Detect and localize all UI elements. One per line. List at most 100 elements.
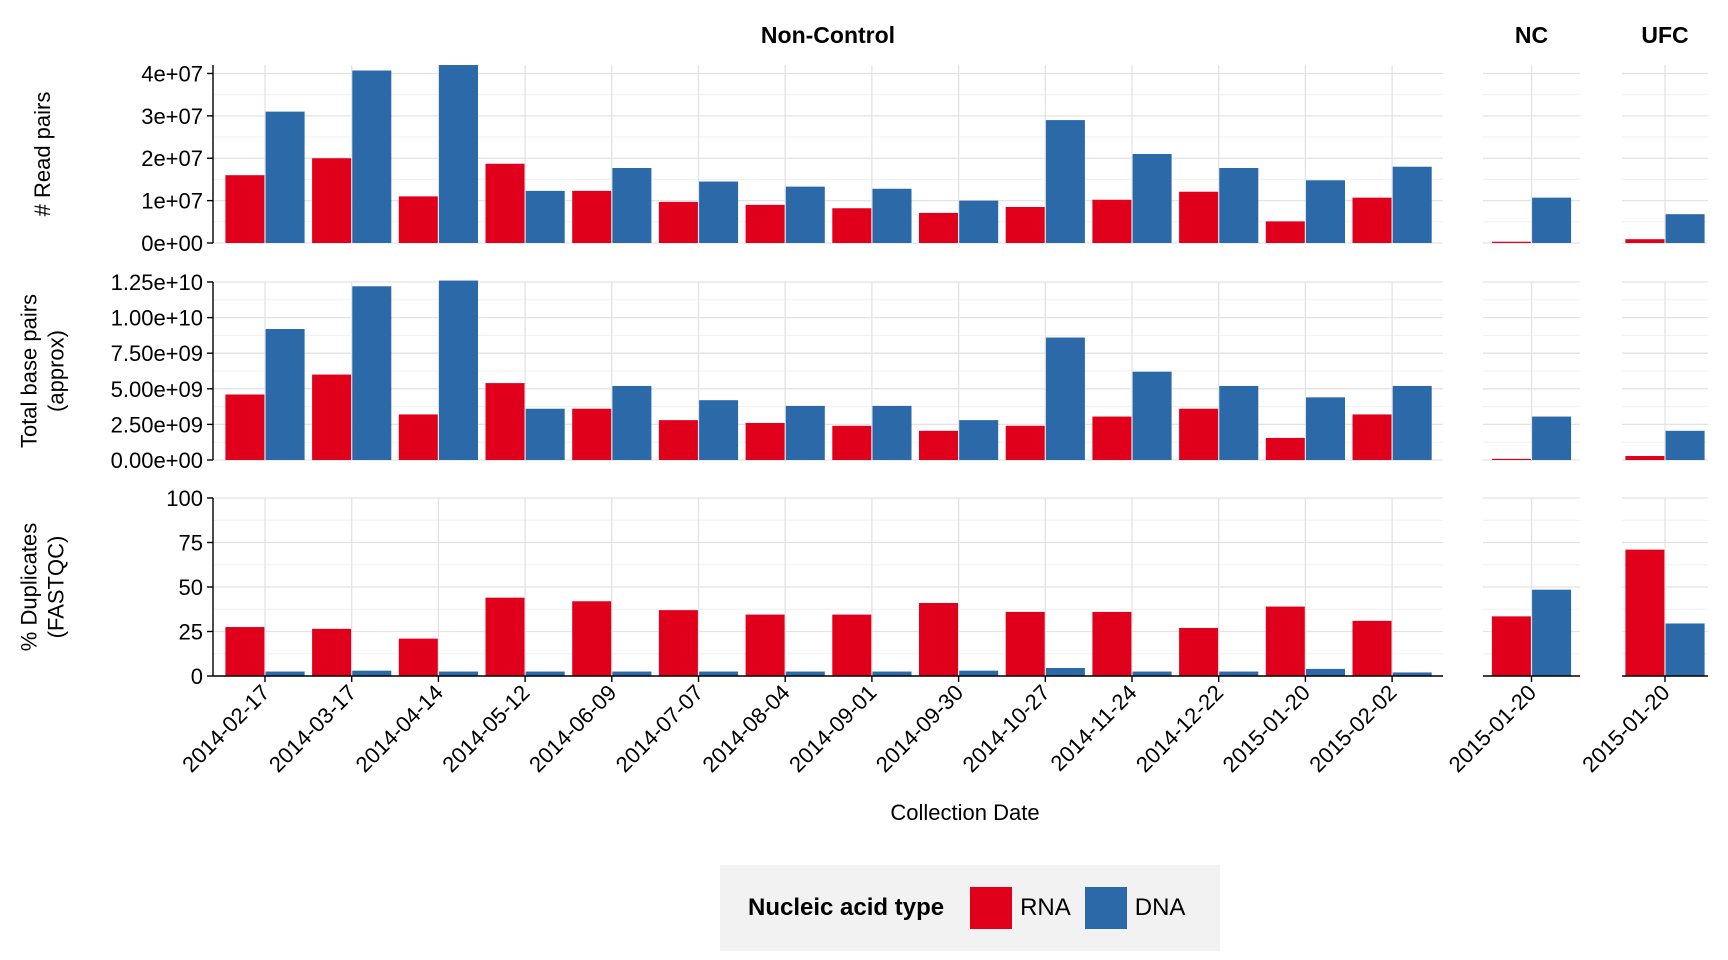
bar-dna-non-control-2014-04-14 — [439, 65, 478, 243]
bar-dna-non-control-2014-02-17 — [265, 671, 305, 676]
bar-dna-non-control-2014-02-17 — [265, 328, 305, 460]
bar-rna-nc-2015-01-20 — [1491, 458, 1531, 460]
bar-dna-ufc-2015-01-20 — [1665, 430, 1705, 460]
bar-dna-nc-2015-01-20 — [1532, 589, 1572, 676]
legend-label-dna: DNA — [1134, 894, 1186, 921]
y-tick-label: 1.25e+10 — [111, 270, 203, 295]
bar-rna-non-control-2014-07-07 — [658, 420, 698, 460]
legend-label-rna: RNA — [1020, 894, 1071, 921]
x-tick-label: 2014-11-24 — [1045, 680, 1141, 776]
bar-rna-non-control-2014-06-09 — [572, 601, 612, 676]
bar-rna-non-control-2014-10-27 — [1005, 425, 1045, 460]
bar-rna-non-control-2014-02-17 — [225, 394, 265, 460]
facet-title-0: Non-Control — [761, 22, 895, 48]
bar-dna-non-control-2014-09-30 — [959, 420, 999, 460]
y-axis-title: Total base pairs — [17, 294, 42, 448]
bar-dna-ufc-2015-01-20 — [1665, 214, 1705, 243]
y-tick-label: 25 — [179, 620, 203, 645]
facet-title-1: NC — [1515, 22, 1548, 48]
panel-r1-ufc — [1622, 281, 1708, 461]
bar-dna-non-control-2014-05-12 — [525, 671, 565, 676]
panel-r0-ufc — [1622, 65, 1708, 244]
bar-dna-non-control-2014-06-09 — [612, 167, 652, 243]
bar-dna-non-control-2014-12-22 — [1219, 167, 1259, 243]
y-tick-label: 50 — [179, 575, 203, 600]
bar-rna-non-control-2014-03-17 — [312, 158, 352, 243]
panel-r2-ufc — [1622, 497, 1708, 677]
bar-rna-non-control-2014-12-22 — [1179, 408, 1219, 460]
y-tick-label: 0.00e+00 — [111, 448, 203, 473]
x-tick-label: 2015-01-20 — [1577, 680, 1674, 777]
bar-dna-nc-2015-01-20 — [1532, 197, 1572, 243]
panel-r1-non-control — [213, 280, 1443, 461]
x-tick-label: 2014-04-14 — [351, 680, 448, 777]
x-tick-label: 2014-07-07 — [611, 680, 708, 777]
bar-dna-non-control-2014-06-09 — [612, 385, 652, 460]
y-axes: 0e+00 1e+07 2e+07 3e+07 4e+07 # Read pairs 0.0… — [17, 61, 214, 689]
bar-dna-non-control-2014-09-01 — [872, 405, 912, 460]
bar-rna-non-control-2014-07-07 — [658, 201, 698, 243]
bar-dna-non-control-2014-08-04 — [785, 186, 825, 243]
bar-dna-non-control-2014-09-30 — [959, 200, 999, 243]
bar-dna-non-control-2014-12-22 — [1219, 385, 1259, 460]
x-tick-label: 2014-12-22 — [1131, 680, 1228, 777]
panel-r2-nc — [1483, 497, 1580, 677]
bar-dna-non-control-2014-08-04 — [785, 405, 825, 460]
bar-dna-nc-2015-01-20 — [1532, 416, 1572, 460]
x-tick-label: 2014-03-17 — [264, 680, 361, 777]
bar-rna-non-control-2015-02-02 — [1352, 197, 1392, 243]
bar-rna-non-control-2014-09-01 — [832, 614, 872, 676]
bar-dna-non-control-2015-01-20 — [1306, 397, 1345, 460]
bar-rna-non-control-2015-01-20 — [1265, 221, 1305, 243]
bar-dna-non-control-2014-03-17 — [352, 670, 392, 676]
legend: Nucleic acid type RNA DNA — [720, 865, 1220, 951]
y-tick-label: 75 — [179, 531, 203, 556]
y-tick-label: 2.50e+09 — [111, 412, 203, 437]
y-tick-label: 5.00e+09 — [111, 377, 203, 402]
bar-rna-non-control-2015-02-02 — [1352, 414, 1392, 460]
bar-rna-non-control-2014-04-14 — [398, 196, 438, 243]
bar-rna-ufc-2015-01-20 — [1625, 456, 1665, 460]
y-axis-title: # Read pairs — [30, 92, 55, 217]
y-axis-title: (approx) — [44, 330, 69, 412]
x-tick-label: 2014-09-01 — [784, 680, 881, 777]
x-tick-label: 2014-09-30 — [871, 680, 968, 777]
panel-r1-nc — [1483, 281, 1580, 461]
bar-dna-non-control-2014-11-24 — [1132, 671, 1172, 676]
bar-dna-non-control-2014-10-27 — [1045, 337, 1085, 460]
bar-dna-non-control-2014-09-01 — [872, 188, 912, 243]
bar-dna-non-control-2014-07-07 — [699, 400, 739, 460]
bar-rna-non-control-2014-04-14 — [398, 414, 438, 460]
bar-rna-non-control-2014-05-12 — [485, 597, 525, 676]
y-tick-label: 1.00e+10 — [111, 306, 203, 331]
bar-rna-non-control-2014-12-22 — [1179, 627, 1219, 676]
y-tick-label: 7.50e+09 — [111, 341, 203, 366]
bar-rna-non-control-2014-02-17 — [225, 627, 265, 676]
bar-rna-non-control-2014-03-17 — [312, 374, 352, 460]
bar-rna-non-control-2014-05-12 — [485, 163, 525, 243]
bar-dna-non-control-2015-01-20 — [1306, 668, 1345, 676]
bar-rna-non-control-2015-01-20 — [1265, 606, 1305, 676]
bar-rna-non-control-2014-08-04 — [745, 614, 785, 676]
legend-swatch-dna — [1084, 887, 1127, 929]
bar-dna-non-control-2015-02-02 — [1392, 166, 1432, 243]
bar-dna-non-control-2014-04-14 — [439, 280, 478, 460]
bar-rna-non-control-2014-02-17 — [225, 175, 265, 243]
y-tick-label: 3e+07 — [141, 104, 203, 129]
bar-rna-non-control-2015-01-20 — [1265, 437, 1305, 460]
panel-r2-non-control — [213, 497, 1443, 677]
legend-item-dna: DNA — [1084, 887, 1186, 929]
bar-rna-nc-2015-01-20 — [1491, 616, 1531, 676]
bar-rna-non-control-2014-03-17 — [312, 628, 352, 676]
bar-dna-non-control-2014-02-17 — [265, 111, 305, 243]
bar-dna-ufc-2015-01-20 — [1665, 623, 1705, 676]
bar-dna-non-control-2015-02-02 — [1392, 672, 1432, 676]
bar-rna-non-control-2015-02-02 — [1352, 620, 1392, 676]
bar-dna-non-control-2015-01-20 — [1306, 180, 1345, 243]
bar-rna-ufc-2015-01-20 — [1625, 239, 1665, 243]
x-axis-title: Collection Date — [890, 800, 1039, 825]
x-tick-label: 2015-01-20 — [1444, 680, 1541, 777]
y-axis-title: (FASTQC) — [44, 536, 69, 639]
bar-rna-non-control-2014-11-24 — [1092, 416, 1132, 460]
